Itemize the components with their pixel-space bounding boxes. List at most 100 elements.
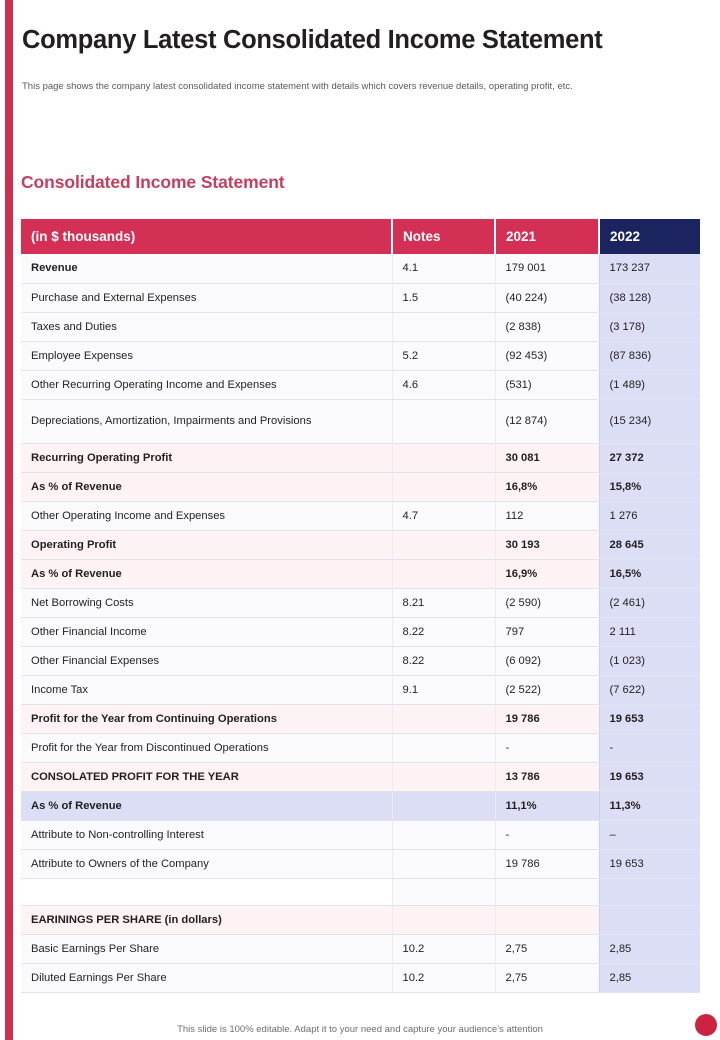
row-2021-cell: 179 001 — [494, 254, 599, 284]
row-notes-cell: 8.21 — [391, 588, 495, 618]
column-header-2022: 2022 — [599, 219, 700, 254]
row-2021-cell: 19 786 — [494, 704, 599, 734]
table-row: Diluted Earnings Per Share 10.2 2,75 2,85 — [21, 963, 700, 993]
row-label-cell: Other Recurring Operating Income and Exp… — [21, 370, 392, 400]
row-2021-cell — [494, 905, 599, 935]
footer-note: This slide is 100% editable. Adapt it to… — [177, 1024, 543, 1035]
row-notes-cell: 8.22 — [391, 646, 495, 676]
table-row — [21, 878, 700, 906]
table-header: (in $ thousands) Notes 2021 2022 — [21, 219, 700, 254]
row-2021-cell: (92 453) — [494, 341, 599, 371]
row-notes-cell — [391, 559, 495, 589]
row-notes-cell: 10.2 — [391, 963, 495, 993]
row-label-cell: Depreciations, Amortization, Impairments… — [21, 399, 392, 444]
row-2022-cell: 19 653 — [598, 762, 700, 792]
table-row: Other Operating Income and Expenses 4.7 11… — [21, 501, 700, 531]
table-row: Recurring Operating Profit 30 081 27 372 — [21, 443, 700, 473]
row-2021-cell: (40 224) — [494, 283, 599, 313]
row-label-cell: Diluted Earnings Per Share — [21, 963, 392, 993]
table-row: Profit for the Year from Discontinued Op… — [21, 733, 700, 763]
row-notes-cell: 4.6 — [391, 370, 495, 400]
page-title: Company Latest Consolidated Income State… — [22, 26, 603, 54]
income-statement-table-wrapper: (in $ thousands) Notes 2021 2022 Revenue… — [21, 219, 700, 993]
row-2021-cell: 2,75 — [494, 963, 599, 993]
row-label-cell: Income Tax — [21, 675, 392, 705]
row-2022-cell: (3 178) — [598, 312, 700, 342]
row-2022-cell: (87 836) — [598, 341, 700, 371]
row-notes-cell: 4.7 — [391, 501, 495, 531]
row-notes-cell — [391, 399, 495, 444]
row-label-cell: Basic Earnings Per Share — [21, 934, 392, 964]
row-notes-cell — [391, 443, 495, 473]
table-row: Basic Earnings Per Share 10.2 2,75 2,85 — [21, 934, 700, 964]
row-2022-cell: 27 372 — [598, 443, 700, 473]
corner-decoration-dot — [695, 1014, 717, 1036]
row-2022-cell: (1 489) — [598, 370, 700, 400]
row-notes-cell: 8.22 — [391, 617, 495, 647]
table-row: As % of Revenue 11,1% 11,3% — [21, 791, 700, 821]
section-heading: Consolidated Income Statement — [21, 172, 285, 192]
row-label-cell: Recurring Operating Profit — [21, 443, 392, 473]
table-row: As % of Revenue 16,8% 15,8% — [21, 472, 700, 502]
table-row: Depreciations, Amortization, Impairments… — [21, 399, 700, 444]
table-row: Taxes and Duties (2 838) (3 178) — [21, 312, 700, 342]
row-label-cell: As % of Revenue — [21, 472, 392, 502]
table-row: As % of Revenue 16,9% 16,5% — [21, 559, 700, 589]
row-2021-cell: (6 092) — [494, 646, 599, 676]
row-notes-cell — [391, 878, 495, 906]
table-row: Purchase and External Expenses 1.5 (40 224… — [21, 283, 700, 313]
row-2021-cell: 13 786 — [494, 762, 599, 792]
row-2021-cell: (2 522) — [494, 675, 599, 705]
row-2021-cell: 19 786 — [494, 849, 599, 879]
row-2021-cell: 11,1% — [494, 791, 599, 821]
row-2022-cell: 173 237 — [598, 254, 700, 284]
row-2022-cell: 19 653 — [598, 849, 700, 879]
row-notes-cell — [391, 704, 495, 734]
row-notes-cell — [391, 733, 495, 763]
row-label-cell: EARININGS PER SHARE (in dollars) — [21, 905, 392, 935]
row-2021-cell: 16,9% — [494, 559, 599, 589]
row-2022-cell: 16,5% — [598, 559, 700, 589]
table-row: Attribute to Owners of the Company 19 786… — [21, 849, 700, 879]
row-notes-cell — [391, 820, 495, 850]
row-2022-cell — [598, 878, 700, 906]
row-2022-cell: (15 234) — [598, 399, 700, 444]
row-2021-cell: - — [494, 820, 599, 850]
table-row: EARININGS PER SHARE (in dollars) — [21, 905, 700, 935]
income-statement-table: (in $ thousands) Notes 2021 2022 Revenue… — [21, 219, 700, 993]
row-label-cell: Taxes and Duties — [21, 312, 392, 342]
row-2021-cell: 30 081 — [494, 443, 599, 473]
row-notes-cell — [391, 762, 495, 792]
row-label-cell: Other Financial Income — [21, 617, 392, 647]
table-row: Employee Expenses 5.2 (92 453) (87 836) — [21, 341, 700, 371]
row-2022-cell: 28 645 — [598, 530, 700, 560]
row-notes-cell — [391, 530, 495, 560]
left-accent-bar — [5, 0, 13, 1040]
row-2022-cell: (2 461) — [598, 588, 700, 618]
row-notes-cell — [391, 905, 495, 935]
table-header-row: (in $ thousands) Notes 2021 2022 — [21, 219, 700, 254]
row-2022-cell: (1 023) — [598, 646, 700, 676]
row-label-cell: CONSOLATED PROFIT FOR THE YEAR — [21, 762, 392, 792]
row-2021-cell: (2 590) — [494, 588, 599, 618]
row-label-cell: As % of Revenue — [21, 791, 392, 821]
row-2022-cell — [598, 905, 700, 935]
row-label-cell: As % of Revenue — [21, 559, 392, 589]
row-notes-cell — [391, 849, 495, 879]
table-row: Other Financial Income 8.22 797 2 111 — [21, 617, 700, 647]
row-notes-cell: 5.2 — [391, 341, 495, 371]
row-2022-cell: (38 128) — [598, 283, 700, 313]
row-label-cell: Purchase and External Expenses — [21, 283, 392, 313]
row-2022-cell: 2 111 — [598, 617, 700, 647]
row-2021-cell — [494, 878, 599, 906]
row-label-cell: Employee Expenses — [21, 341, 392, 371]
row-2022-cell: 15,8% — [598, 472, 700, 502]
row-notes-cell: 10.2 — [391, 934, 495, 964]
page-subtitle: This page shows the company latest conso… — [22, 81, 573, 92]
table-body: Revenue 4.1 179 001 173 237 Purchase and Ext… — [21, 254, 700, 993]
row-2022-cell: 2,85 — [598, 963, 700, 993]
row-notes-cell: 9.1 — [391, 675, 495, 705]
row-notes-cell: 1.5 — [391, 283, 495, 313]
column-header-notes: Notes — [392, 219, 496, 254]
